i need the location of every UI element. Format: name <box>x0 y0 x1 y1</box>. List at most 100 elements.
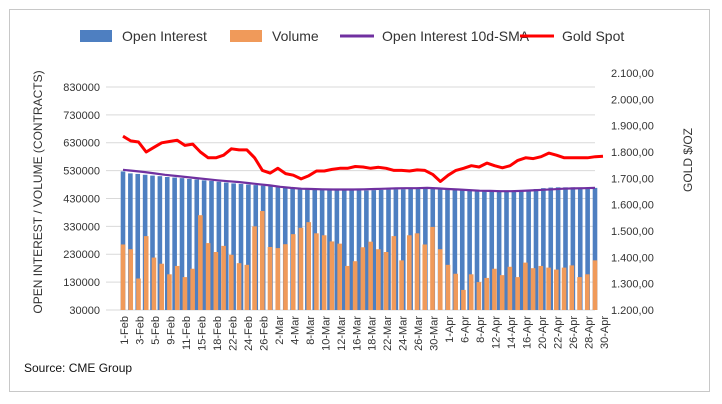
legend-label-3: Gold Spot <box>562 28 624 44</box>
y-right-tick-label: 1.800,00 <box>611 147 654 159</box>
x-tick-label: 20-Apr <box>537 316 549 349</box>
open-interest-bar <box>246 184 251 310</box>
y-right-tick-label: 2.000,00 <box>611 94 654 106</box>
open-interest-bar <box>577 187 583 310</box>
legend-swatch-0 <box>80 30 112 42</box>
x-tick-label: 12-Mar <box>336 316 348 351</box>
volume-bar <box>128 249 134 310</box>
x-tick-label: 26-Feb <box>258 316 270 351</box>
volume-bar <box>554 269 559 310</box>
y-axis-right-title: GOLD $/OZ <box>681 128 695 192</box>
open-interest-bar <box>541 188 546 310</box>
volume-bar <box>376 249 381 310</box>
x-tick-label: 28-Apr <box>584 316 596 349</box>
y-left-tick-label: 230000 <box>63 249 100 261</box>
open-interest-bar <box>482 190 487 310</box>
source-note: Source: CME Group <box>24 361 132 375</box>
x-tick-label: 24-Feb <box>243 316 255 351</box>
open-interest-bar <box>364 190 369 310</box>
open-interest-bar <box>445 188 450 310</box>
open-interest-bar <box>533 188 539 310</box>
left-axis-ticks: 30000 130000 230000 330000 430000 530000 63000… <box>63 82 100 317</box>
open-interest-bar <box>570 187 576 310</box>
volume-bar <box>252 226 257 310</box>
volume-bar <box>329 241 335 310</box>
volume-bar <box>453 273 459 310</box>
open-interest-bar <box>437 187 443 310</box>
volume-bar <box>182 277 188 310</box>
volume-bar <box>577 277 582 310</box>
legend-label-0: Open Interest <box>122 28 207 44</box>
x-tick-label: 18-Mar <box>367 316 379 351</box>
volume-bar <box>507 266 513 310</box>
volume-bar <box>368 241 373 310</box>
x-tick-label: 3-Feb <box>134 316 146 345</box>
volume-bar <box>360 247 366 310</box>
volume-bar <box>499 275 505 310</box>
y-right-tick-label: 1.600,00 <box>611 200 654 212</box>
volume-bar <box>244 264 250 310</box>
volume-bar <box>515 277 520 310</box>
x-tick-label: 26-Apr <box>568 316 580 349</box>
volume-bar <box>151 257 157 310</box>
volume-bar <box>136 278 141 310</box>
volume-bar <box>383 252 389 310</box>
x-tick-label: 11-Feb <box>181 316 193 350</box>
volume-bar <box>492 268 497 310</box>
open-interest-bar <box>467 189 472 310</box>
legend-label-1: Volume <box>272 28 319 44</box>
open-interest-bar <box>356 190 362 310</box>
volume-bar <box>538 265 544 310</box>
x-tick-label: 4-Mar <box>289 316 301 345</box>
open-interest-bar <box>135 173 141 310</box>
legend: Open Interest Volume Open Interest 10d-SMA… <box>80 28 624 44</box>
open-interest-bar <box>452 188 458 310</box>
y-left-tick-label: 630000 <box>63 138 100 150</box>
gold-spot-line <box>122 134 604 183</box>
open-interest-bar <box>209 180 214 310</box>
y-left-tick-label: 130000 <box>63 277 100 289</box>
y-right-tick-label: 1.700,00 <box>611 173 654 185</box>
volume-bar <box>468 274 474 310</box>
x-tick-label: 22-Apr <box>553 316 565 349</box>
volume-bar <box>352 261 358 310</box>
volume-bar <box>198 215 203 310</box>
y-left-tick-label: 830000 <box>63 82 100 94</box>
open-interest-bar <box>216 181 222 310</box>
volume-bar <box>236 263 242 310</box>
x-tick-label: 10-Mar <box>320 316 332 351</box>
x-tick-label: 2-Mar <box>274 316 286 345</box>
open-interest-bar <box>231 183 236 310</box>
volume-bar <box>290 234 296 310</box>
x-tick-label: 22-Mar <box>382 316 394 351</box>
open-interest-bar <box>201 180 207 310</box>
volume-bar <box>283 244 288 310</box>
volume-bar <box>345 265 350 310</box>
open-interest-bar <box>459 189 465 310</box>
volume-bar <box>546 267 551 310</box>
y-right-tick-label: 1.400,00 <box>611 252 654 264</box>
x-tick-label: 8-Mar <box>305 316 317 345</box>
legend-label-2: Open Interest 10d-SMA <box>382 28 530 44</box>
volume-bar <box>476 282 482 310</box>
volume-bar <box>120 244 126 310</box>
volume-bar <box>314 233 319 310</box>
volume-bar <box>422 244 428 310</box>
volume-bar <box>321 235 327 310</box>
open-interest-bar <box>489 191 495 310</box>
volume-bar <box>229 254 234 310</box>
volume-bar <box>399 260 404 310</box>
open-interest-bar <box>349 190 354 310</box>
volume-bar <box>205 243 211 310</box>
open-interest-bar <box>592 187 598 310</box>
legend-swatch-1 <box>230 30 262 42</box>
open-interest-bar <box>157 176 163 310</box>
volume-bar <box>167 274 172 310</box>
volume-bar <box>275 248 281 310</box>
x-tick-label: 24-Mar <box>398 316 410 351</box>
y-left-tick-label: 30000 <box>69 305 100 317</box>
x-tick-label: 1-Apr <box>444 316 456 343</box>
volume-bar <box>414 233 420 310</box>
volume-bar <box>391 236 397 310</box>
x-tick-label: 14-Apr <box>506 316 518 349</box>
